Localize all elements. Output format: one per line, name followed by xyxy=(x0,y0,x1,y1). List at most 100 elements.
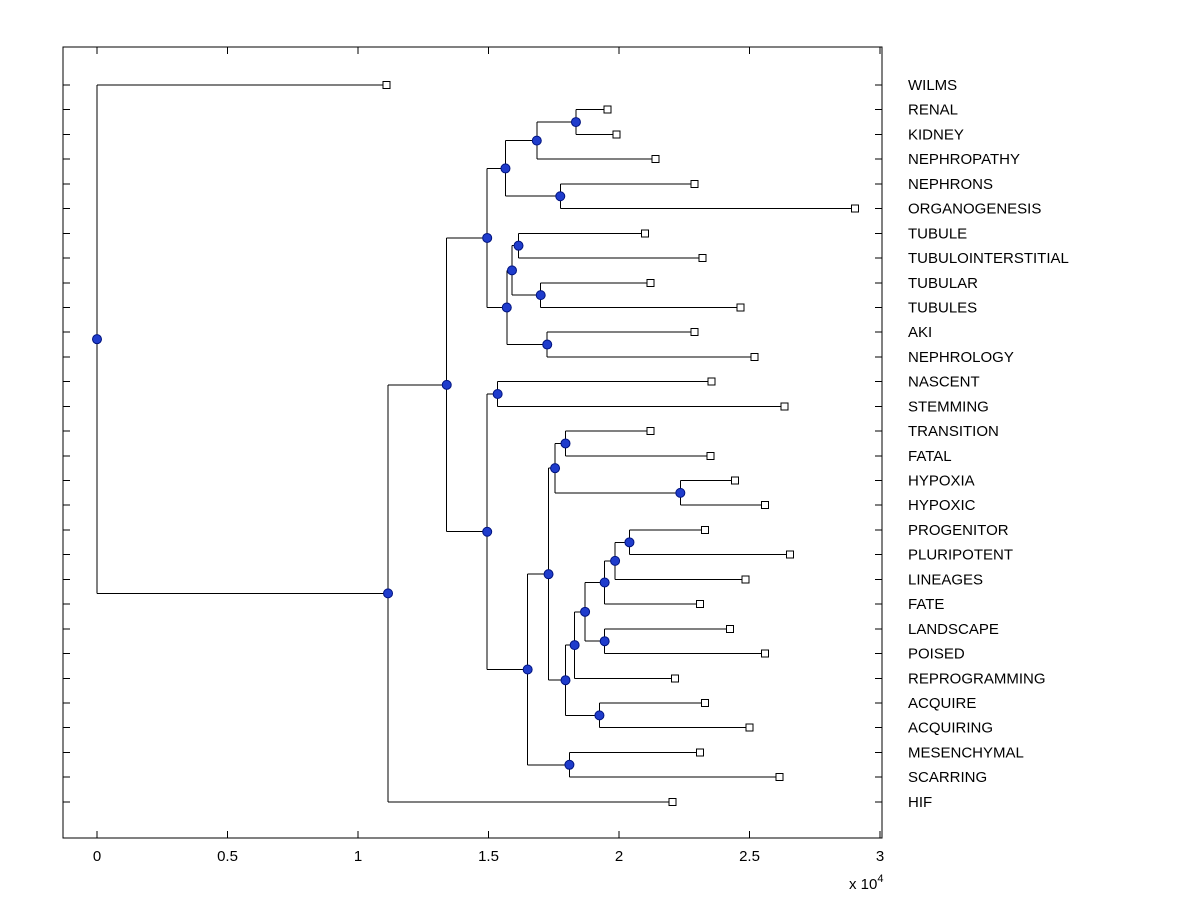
leaf-label: TUBULES xyxy=(908,299,977,316)
leaf-label: FATE xyxy=(908,596,944,613)
leaf-label: LANDSCAPE xyxy=(908,621,999,638)
branch-node-marker xyxy=(543,569,554,580)
leaf-marker xyxy=(706,451,715,460)
leaf-marker xyxy=(382,81,391,89)
branch-node-marker xyxy=(555,191,566,202)
branch-node-marker xyxy=(624,537,635,548)
leaf-marker xyxy=(668,797,677,806)
branch-node-marker xyxy=(542,339,553,350)
leaf-marker xyxy=(695,600,704,609)
leaf-marker xyxy=(775,773,784,782)
leaf-marker xyxy=(701,525,710,534)
leaf-label: REPROGRAMMING xyxy=(908,670,1046,687)
leaf-marker xyxy=(750,352,759,361)
leaf-marker xyxy=(651,155,660,164)
leaf-label: NEPHROLOGY xyxy=(908,349,1014,366)
leaf-label: AKI xyxy=(908,324,932,341)
x-axis-tick-label: 3 xyxy=(876,848,884,865)
leaf-marker xyxy=(761,649,770,658)
branch-node-marker xyxy=(564,759,575,770)
leaf-marker xyxy=(785,550,794,559)
leaf-label: ORGANOGENESIS xyxy=(908,201,1041,218)
leaf-label: TUBULE xyxy=(908,225,967,242)
leaf-label: RENAL xyxy=(908,102,958,119)
leaf-label: PLURIPOTENT xyxy=(908,547,1013,564)
leaf-marker xyxy=(741,575,750,584)
x-axis-tick-label: 1 xyxy=(354,848,362,865)
x-axis-tick-label: 2 xyxy=(615,848,623,865)
leaf-label: SCARRING xyxy=(908,769,987,786)
leaf-label: ACQUIRING xyxy=(908,720,993,737)
x-axis-tick-label: 0.5 xyxy=(217,848,238,865)
branch-node-marker xyxy=(492,389,503,399)
branch-node-marker xyxy=(675,487,686,498)
leaf-label: TUBULOINTERSTITIAL xyxy=(908,250,1069,267)
branch-node-marker xyxy=(506,265,517,276)
leaf-marker xyxy=(736,303,745,312)
axis-box xyxy=(62,46,883,839)
leaf-marker xyxy=(641,229,650,238)
branch-node-marker xyxy=(92,334,102,345)
leaf-marker xyxy=(646,278,655,287)
leaf-marker xyxy=(695,748,704,757)
branch-node-marker xyxy=(513,240,524,251)
leaf-label: LINEAGES xyxy=(908,571,983,588)
axis-ticks xyxy=(63,47,882,838)
branch-node-marker xyxy=(599,577,610,588)
leaf-marker xyxy=(603,105,612,114)
leaf-label: ACQUIRE xyxy=(908,695,976,712)
branch-node-marker xyxy=(531,135,542,146)
branch-node-marker xyxy=(441,379,452,390)
leaf-marker xyxy=(761,501,770,510)
branch-node-marker xyxy=(560,675,571,686)
leaf-marker xyxy=(646,427,655,436)
leaf-marker xyxy=(780,402,789,411)
leaf-marker xyxy=(725,624,734,633)
branch-node-marker xyxy=(599,636,610,647)
branch-node-marker xyxy=(501,302,512,313)
branch-lines xyxy=(96,84,856,803)
branch-node-marker xyxy=(500,163,511,174)
leaf-marker xyxy=(612,130,621,139)
leaf-label: NASCENT xyxy=(908,374,980,391)
branch-node-marker xyxy=(535,290,546,301)
x-axis-exponent-label: x 104 xyxy=(849,873,883,893)
leaf-label: POISED xyxy=(908,646,965,663)
leaf-marker xyxy=(745,723,754,732)
leaf-label: MESENCHYMAL xyxy=(908,744,1024,761)
leaf-label: HIF xyxy=(908,794,932,811)
leaf-label: HYPOXIA xyxy=(908,473,975,490)
branch-node-marker xyxy=(570,117,581,128)
leaf-label: WILMS xyxy=(908,77,957,94)
branch-node-marker xyxy=(610,555,621,566)
branch-node-marker xyxy=(569,640,580,651)
leaf-label: TUBULAR xyxy=(908,275,978,292)
branch-node-markers xyxy=(92,117,686,770)
leaf-label: NEPHRONS xyxy=(908,176,993,193)
leaf-marker xyxy=(731,476,740,485)
leaf-marker xyxy=(690,179,699,188)
branch-node-marker xyxy=(550,463,561,474)
branch-node-marker xyxy=(383,588,394,599)
leaf-label: FATAL xyxy=(908,448,952,465)
leaf-markers-and-labels: WILMS RENAL KIDNEY NEPHROPATHY NEPHRONS ORGAN… xyxy=(382,77,1069,811)
leaf-marker xyxy=(701,699,710,707)
branch-node-marker xyxy=(522,664,533,675)
leaf-marker xyxy=(690,328,699,337)
branch-node-marker xyxy=(482,526,493,537)
branch-node-marker xyxy=(580,606,591,617)
leaf-marker xyxy=(698,254,707,263)
leaf-label: PROGENITOR xyxy=(908,522,1009,539)
leaf-label: HYPOXIC xyxy=(908,497,976,514)
leaf-label: TRANSITION xyxy=(908,423,999,440)
leaf-marker xyxy=(851,204,860,213)
branch-node-marker xyxy=(594,710,605,721)
branch-node-marker xyxy=(482,232,493,243)
x-axis-tick-label: 0 xyxy=(93,848,101,865)
leaf-label: NEPHROPATHY xyxy=(908,151,1020,168)
leaf-marker xyxy=(671,674,680,683)
branch-node-marker xyxy=(560,438,571,449)
leaf-marker xyxy=(707,377,716,386)
